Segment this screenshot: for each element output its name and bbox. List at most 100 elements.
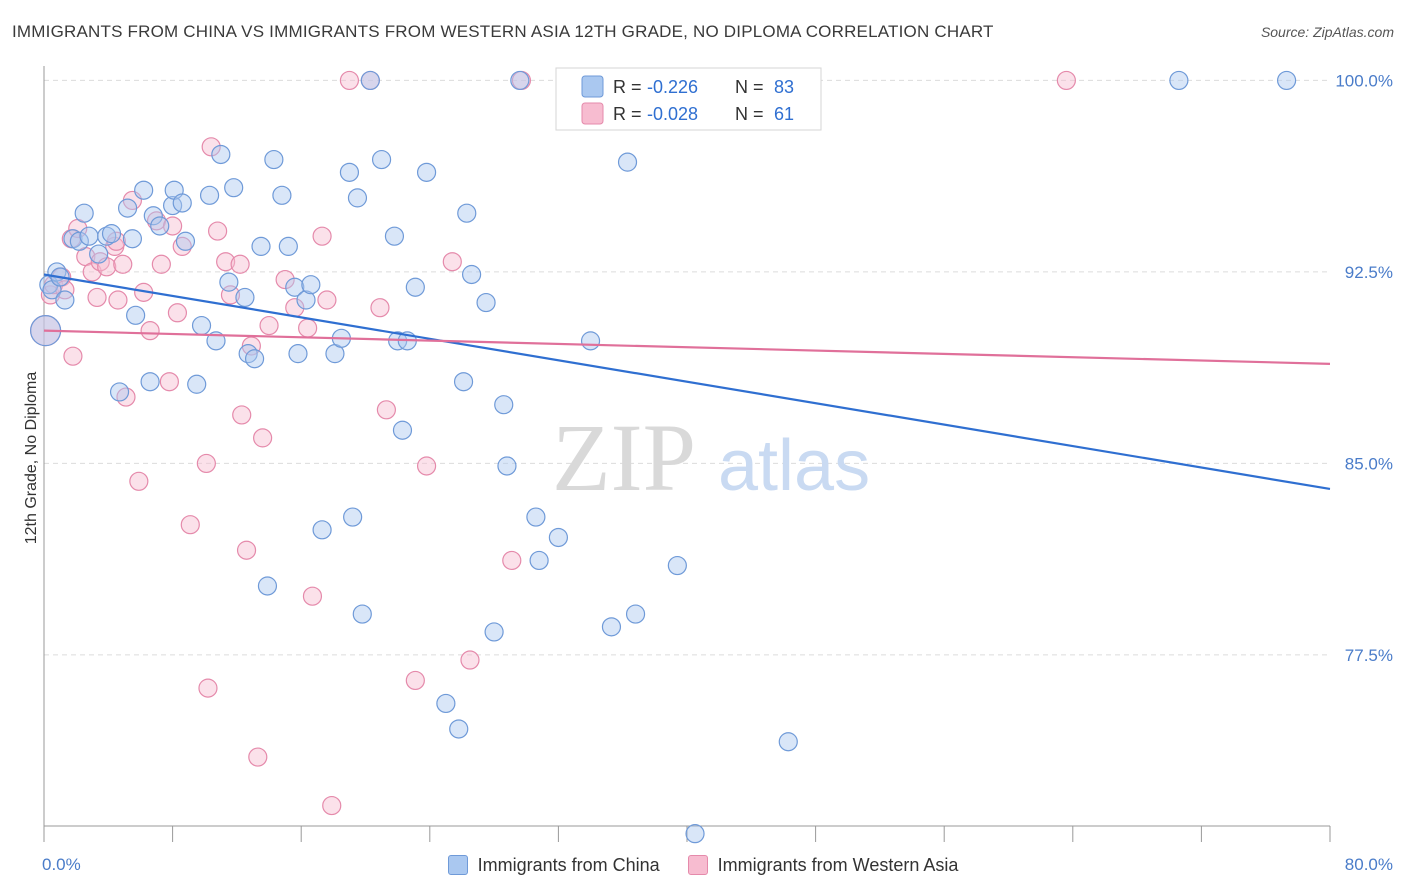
axes — [43, 66, 1331, 842]
wasia-point — [82, 262, 102, 282]
x-tick-labels: 0.0% 80.0% — [42, 855, 1393, 874]
wasia-point — [159, 372, 179, 392]
china-point — [285, 277, 305, 297]
china-point — [175, 231, 196, 251]
source-credit: Source: ZipAtlas.com — [1260, 24, 1394, 40]
wasia-point — [151, 254, 171, 274]
wasia-point — [198, 678, 218, 698]
china-point — [484, 622, 504, 642]
china-point — [476, 292, 496, 313]
watermark: ZIP atlas — [552, 404, 870, 511]
china-point — [360, 70, 380, 91]
legend-label-wasia: Immigrants from Western Asia — [717, 854, 959, 875]
wasia-point — [63, 346, 83, 366]
wasia-point — [236, 540, 257, 560]
wasia-point — [259, 315, 279, 336]
legend-r-label-china: R = — [613, 77, 642, 97]
china-point — [312, 520, 332, 540]
china-point — [238, 344, 258, 364]
china-point — [352, 604, 372, 624]
gridlines — [44, 79, 1330, 656]
china-point — [272, 185, 292, 205]
y-tick-labels: 77.5% 85.0% 92.5% 100.0% — [1335, 71, 1393, 665]
wasia-point — [317, 290, 337, 310]
china-point — [405, 277, 425, 297]
wasia-point — [113, 254, 133, 274]
wasia-point — [140, 321, 160, 341]
wasia-point — [1056, 70, 1076, 91]
china-point — [251, 236, 271, 256]
legend-item-wasia: Immigrants from Western Asia — [687, 854, 959, 876]
china-point — [235, 287, 255, 308]
china-point — [778, 732, 798, 752]
wasia-point — [87, 287, 107, 308]
trendlines — [43, 273, 1331, 491]
china-point — [617, 152, 638, 172]
china-point — [134, 180, 154, 200]
wasia-point — [405, 670, 425, 691]
china-point — [69, 231, 89, 251]
china-point — [264, 149, 284, 170]
legend-n-label-wasia: N = — [735, 104, 764, 124]
wasia-point — [167, 303, 188, 323]
wasia-point — [208, 221, 228, 241]
china-point — [191, 315, 212, 336]
china-point — [187, 374, 207, 394]
y-tick-label: 85.0% — [1345, 454, 1393, 473]
legend-swatch-china — [581, 75, 604, 98]
china-point — [1169, 70, 1189, 91]
china-point — [494, 395, 514, 415]
china-point — [580, 331, 601, 351]
legend-r-label-wasia: R = — [613, 104, 642, 124]
wasia-point — [275, 269, 295, 290]
chart-title: IMMIGRANTS FROM CHINA VS IMMIGRANTS FROM… — [12, 22, 994, 41]
legend-n-value-wasia: 61 — [774, 104, 794, 124]
y-tick-label: 100.0% — [1335, 71, 1393, 90]
legend-swatch-wasia — [581, 102, 604, 125]
china-point — [219, 272, 239, 292]
china-point — [339, 162, 360, 182]
china-point — [497, 456, 517, 476]
wasia-point — [108, 290, 128, 310]
china-point — [343, 507, 363, 527]
wasia-point — [172, 236, 192, 256]
china-point — [89, 244, 109, 264]
china-point — [449, 719, 469, 739]
bottom-legend: Immigrants from China Immigrants from We… — [0, 850, 1406, 880]
china-point — [453, 372, 474, 392]
wasia-point — [312, 226, 332, 246]
wasia-trendline — [43, 329, 1331, 365]
series-china-points — [30, 70, 1297, 844]
china-point — [529, 550, 549, 571]
china-point — [126, 305, 146, 325]
legend-n-value-china: 83 — [774, 77, 794, 97]
wasia-point — [460, 650, 480, 670]
legend-item-china: Immigrants from China — [447, 854, 660, 876]
wasia-point — [196, 453, 216, 474]
china-point — [74, 203, 94, 223]
wasia-point — [339, 70, 360, 91]
wasia-point — [502, 550, 522, 571]
china-point — [416, 162, 437, 182]
wasia-point — [232, 405, 252, 425]
china-point — [384, 226, 405, 246]
wasia-point — [216, 252, 236, 272]
china-point — [296, 290, 316, 310]
legend-swatch-china-bottom — [447, 855, 468, 875]
legend-label-china: Immigrants from China — [477, 854, 660, 875]
china-point — [1276, 70, 1297, 91]
china-point — [685, 824, 705, 844]
china-point — [526, 507, 546, 527]
y-axis-title: 12th Grade, No Diploma — [23, 372, 40, 545]
china-point — [436, 693, 456, 714]
watermark-atlas: atlas — [718, 426, 870, 506]
china-point — [457, 203, 477, 223]
china-point — [244, 349, 265, 369]
china-point — [278, 236, 298, 256]
wasia-point — [230, 254, 250, 274]
china-point — [548, 527, 569, 548]
china-point — [224, 178, 244, 198]
wasia-point — [116, 387, 136, 407]
wasia-point — [90, 252, 110, 272]
